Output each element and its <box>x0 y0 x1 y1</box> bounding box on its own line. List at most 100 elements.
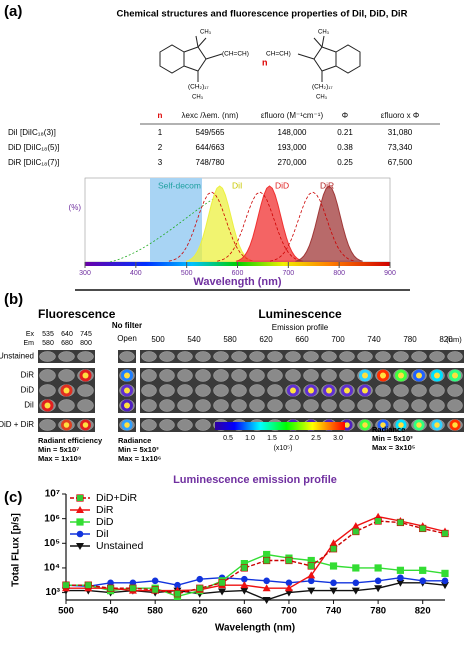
mouse <box>141 369 157 382</box>
table-cell: 0.21 <box>337 128 353 137</box>
marker <box>352 527 360 536</box>
marker <box>419 566 427 574</box>
mouse <box>195 369 211 382</box>
marker <box>284 589 293 597</box>
marker <box>263 550 271 559</box>
table-cell: 73,340 <box>388 143 413 152</box>
marker <box>240 564 248 572</box>
x-tick-label: 500 <box>58 606 74 617</box>
table-cell: 148,000 <box>278 128 307 137</box>
mouse <box>231 369 247 382</box>
table-cell: 31,080 <box>388 128 413 137</box>
no-filter: No filter <box>112 321 142 330</box>
mouse <box>231 351 247 362</box>
mouse <box>119 351 135 362</box>
series-line <box>65 576 445 588</box>
marker <box>374 517 382 525</box>
table-cell: 67,500 <box>388 158 413 167</box>
legend-marker <box>76 518 84 526</box>
mouse <box>177 369 193 382</box>
mouse <box>213 369 229 382</box>
marker <box>284 584 293 592</box>
mouse <box>177 351 193 362</box>
mouse <box>195 384 211 397</box>
table-header: Φ <box>342 111 348 120</box>
wavelength-label: 780 <box>403 335 417 344</box>
mouse <box>285 369 301 382</box>
x-tick-label: 300 <box>79 270 91 277</box>
spectrum-label: DiI <box>232 180 242 190</box>
marker <box>151 586 159 594</box>
mouse <box>249 369 265 382</box>
marker <box>329 539 338 547</box>
mouse <box>213 399 229 412</box>
mouse <box>249 351 265 362</box>
mouse <box>249 399 265 412</box>
ex-value: 745 <box>80 331 92 338</box>
signal-core <box>452 372 458 379</box>
fluorescence-heading: Fluorescence <box>38 307 116 321</box>
mouse <box>213 384 229 397</box>
x-tick-label: 820 <box>415 606 431 617</box>
marker <box>441 529 449 538</box>
marker <box>396 579 405 587</box>
marker <box>174 581 181 589</box>
table-header: n <box>158 111 163 120</box>
colorbar-tick: 1.0 <box>245 435 255 442</box>
signal-core <box>82 372 89 379</box>
x-tick-label: 540 <box>103 606 119 617</box>
marker <box>374 564 382 572</box>
signal-core <box>44 402 51 409</box>
series-line <box>66 515 446 592</box>
x-tick-label: 600 <box>232 270 244 277</box>
ex-value: 640 <box>61 331 73 338</box>
mouse <box>303 369 319 382</box>
bridge: (CH=CH) <box>222 51 249 58</box>
repeat-n: n <box>262 57 268 67</box>
table-cell: 549/565 <box>196 128 225 137</box>
substituent: (CH₂)₁₇ <box>312 84 333 91</box>
marker <box>329 545 338 553</box>
y-tick-label: 10³ <box>46 587 61 598</box>
marker <box>441 569 449 578</box>
legend-label: DiI <box>96 528 109 540</box>
marker <box>374 577 382 585</box>
mouse <box>39 369 56 382</box>
caption: Radiant efficiency <box>38 436 103 445</box>
mouse <box>375 399 391 412</box>
panel-title: Chemical structures and fluorescence pro… <box>117 9 408 20</box>
signal-core <box>290 387 296 394</box>
marker <box>84 581 92 589</box>
open: Open <box>117 334 137 343</box>
mouse <box>357 351 373 362</box>
table-cell: 193,000 <box>278 143 307 152</box>
marker <box>397 574 404 582</box>
mouse <box>411 384 427 397</box>
methyl: CH₃ <box>318 30 330 36</box>
mouse <box>177 399 193 412</box>
marker <box>262 597 271 604</box>
mouse-images: 535 580 640 680 745 800 500 540 580 620 660 700 740 7… <box>0 331 464 432</box>
marker <box>419 577 427 585</box>
table-cell: 0.25 <box>337 158 353 167</box>
signal-core <box>434 372 440 379</box>
caption: Min = 5x10³ <box>118 445 159 454</box>
methyl: CH₃ <box>192 95 204 101</box>
x-tick-label: 800 <box>333 270 345 277</box>
marker <box>129 579 137 587</box>
wavelength-label: 700 <box>331 335 345 344</box>
mouse <box>411 351 427 362</box>
legend-label: DiR <box>96 504 114 516</box>
marker <box>262 584 271 592</box>
unit: (nm) <box>446 335 462 344</box>
spectrum-plot: Self-decom DiI DiD DiR (%) 300 400 500 600 700 800… <box>69 177 410 291</box>
marker <box>196 575 204 583</box>
wavelength-label: 620 <box>259 335 273 344</box>
chart-title: Luminescence emission profile <box>173 474 337 486</box>
mouse <box>429 399 445 412</box>
signal-core <box>362 372 368 379</box>
wavelength-label: 660 <box>295 335 309 344</box>
y-axis-label: (%) <box>69 203 82 212</box>
